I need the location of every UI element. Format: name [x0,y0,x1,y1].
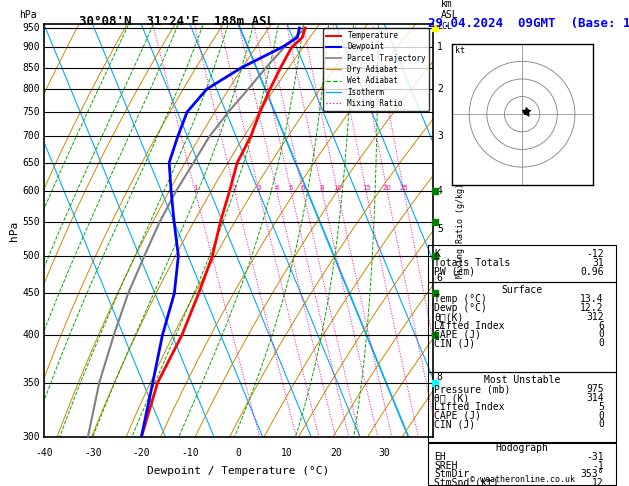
Text: hPa: hPa [9,221,19,241]
Text: 4: 4 [275,185,279,191]
Text: 850: 850 [23,63,40,72]
Text: 4: 4 [437,186,443,196]
Text: 350: 350 [23,378,40,388]
Text: 0: 0 [598,330,604,339]
Text: Pressure (mb): Pressure (mb) [434,384,510,394]
Text: 5: 5 [289,185,293,191]
Text: 300: 300 [23,433,40,442]
Text: hPa: hPa [19,10,36,20]
Text: θᴇ(K): θᴇ(K) [434,312,464,322]
Text: 0: 0 [598,338,604,348]
Text: 13.4: 13.4 [581,295,604,304]
Text: 20: 20 [383,185,392,191]
Text: -20: -20 [133,448,150,458]
Text: 30°08'N  31°24'E  188m ASL: 30°08'N 31°24'E 188m ASL [79,15,274,28]
Text: CIN (J): CIN (J) [434,338,475,348]
Text: 5: 5 [437,224,443,234]
Text: StmSpd (kt): StmSpd (kt) [434,478,499,486]
Text: 10: 10 [333,185,342,191]
Text: © weatheronline.co.uk: © weatheronline.co.uk [470,474,574,484]
Text: 12.2: 12.2 [581,303,604,313]
Text: 1: 1 [193,185,198,191]
Text: 950: 950 [23,23,40,33]
Text: SREH: SREH [434,461,457,470]
Text: Dewp (°C): Dewp (°C) [434,303,487,313]
Text: 400: 400 [23,330,40,340]
Text: EH: EH [434,452,446,462]
Text: Surface: Surface [501,285,543,295]
Text: 10: 10 [281,448,293,458]
Text: 0: 0 [598,411,604,420]
Text: Mixing Ratio (g/kg): Mixing Ratio (g/kg) [456,183,465,278]
Text: 314: 314 [586,393,604,403]
Text: CAPE (J): CAPE (J) [434,411,481,420]
Legend: Temperature, Dewpoint, Parcel Trajectory, Dry Adiabat, Wet Adiabat, Isotherm, Mi: Temperature, Dewpoint, Parcel Trajectory… [323,28,429,111]
Text: 2: 2 [232,185,237,191]
Text: 15: 15 [362,185,370,191]
Text: 5: 5 [598,402,604,412]
Text: 12: 12 [592,478,604,486]
Text: km
ASL: km ASL [441,0,459,20]
Text: 7: 7 [437,321,443,331]
Text: 0.96: 0.96 [581,267,604,277]
Text: θᴇ (K): θᴇ (K) [434,393,469,403]
Text: 30: 30 [379,448,390,458]
Text: 975: 975 [586,384,604,394]
Text: 0: 0 [598,419,604,429]
Text: 700: 700 [23,132,40,141]
Text: -1: -1 [592,461,604,470]
Text: CAPE (J): CAPE (J) [434,330,481,339]
Text: Totals Totals: Totals Totals [434,258,510,268]
Text: 3: 3 [257,185,261,191]
Text: StmDir: StmDir [434,469,469,479]
Text: Temp (°C): Temp (°C) [434,295,487,304]
Text: kt: kt [455,46,465,54]
Text: Dewpoint / Temperature (°C): Dewpoint / Temperature (°C) [147,467,330,476]
Text: 900: 900 [23,42,40,52]
Text: 600: 600 [23,186,40,196]
Text: -10: -10 [181,448,199,458]
Text: 25: 25 [399,185,408,191]
Text: 1: 1 [437,42,443,52]
Text: 0: 0 [236,448,242,458]
Text: CIN (J): CIN (J) [434,419,475,429]
Text: 750: 750 [23,107,40,117]
Text: 31: 31 [592,258,604,268]
Text: 29.04.2024  09GMT  (Base: 12): 29.04.2024 09GMT (Base: 12) [428,17,629,30]
Text: PW (cm): PW (cm) [434,267,475,277]
Text: Hodograph: Hodograph [496,443,548,453]
Text: -30: -30 [84,448,101,458]
Text: -31: -31 [586,452,604,462]
Text: 2: 2 [437,84,443,94]
Text: 353°: 353° [581,469,604,479]
Text: K: K [434,249,440,259]
Text: 500: 500 [23,251,40,261]
Text: -12: -12 [586,249,604,259]
Text: 650: 650 [23,158,40,168]
Text: -40: -40 [35,448,53,458]
Text: 6: 6 [301,185,305,191]
Text: 550: 550 [23,217,40,227]
Text: Lifted Index: Lifted Index [434,321,504,330]
Text: 6: 6 [437,273,443,283]
Text: 450: 450 [23,288,40,298]
Text: 8: 8 [437,372,443,382]
Text: Most Unstable: Most Unstable [484,375,560,384]
Text: 312: 312 [586,312,604,322]
Text: 3: 3 [437,132,443,141]
Text: Lifted Index: Lifted Index [434,402,504,412]
Text: 8: 8 [320,185,325,191]
Text: 800: 800 [23,84,40,94]
Text: 6: 6 [598,321,604,330]
Text: 20: 20 [330,448,342,458]
Text: LCL: LCL [437,22,452,31]
